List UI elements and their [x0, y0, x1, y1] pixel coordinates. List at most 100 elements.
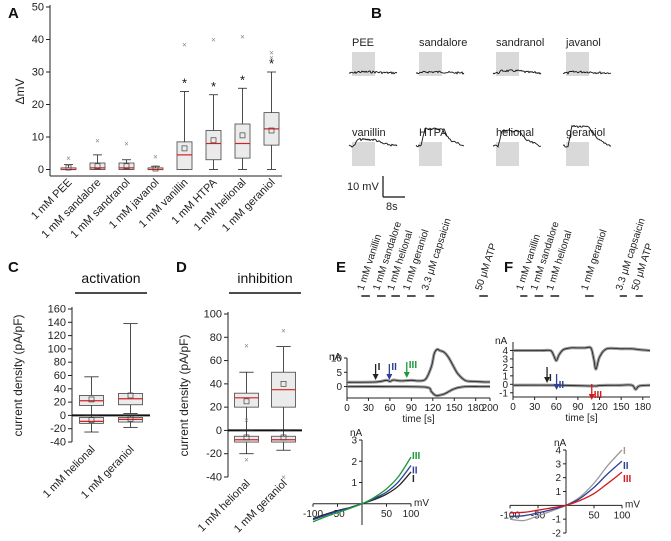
- current-trace-inward: [346, 385, 491, 398]
- response-trace: [348, 137, 398, 148]
- response-trace: [492, 129, 542, 148]
- category-label: 1 mM geraniol: [220, 177, 278, 235]
- box-body: [176, 141, 193, 170]
- y-tick-label: -2: [552, 529, 561, 540]
- y-axis-label: current density (pA/pF): [177, 334, 191, 456]
- outlier-marker: ×: [124, 140, 129, 149]
- y-tick-label: 80: [210, 332, 222, 344]
- response-trace: [562, 124, 611, 148]
- y-tick-label: 3: [351, 436, 357, 447]
- arrow-label-II: II: [391, 362, 397, 373]
- y-tick-label: 0: [216, 425, 222, 437]
- panel-d-chart: -40 -20 0 20 40 60 80 100 current density (pA/pF…: [177, 270, 302, 535]
- y-tick-label: 1: [555, 487, 561, 498]
- mean-marker: [181, 145, 188, 152]
- trace-label-2: sandranol: [496, 37, 544, 49]
- y-axis-label: current density (pA/pF): [11, 314, 25, 436]
- x-axis-label: time [s]: [402, 414, 434, 425]
- arrow-head-I: [372, 374, 379, 380]
- mean-marker: [243, 398, 250, 405]
- y-tick-label: 30: [32, 67, 44, 79]
- y-tick-label: 1: [502, 371, 508, 382]
- outlier-marker: ×: [244, 456, 249, 465]
- outlier-marker: ×: [211, 36, 216, 45]
- x-tick-label: 0: [344, 403, 350, 414]
- arrow-label-I: I: [549, 373, 552, 384]
- y-tick-label: 4: [502, 346, 508, 357]
- box-positive-4: ×*: [176, 40, 193, 170]
- x-axis-label: mV: [625, 499, 640, 510]
- y-tick-label: -1: [552, 515, 561, 526]
- x-tick-label: 30: [363, 403, 375, 414]
- response-trace: [415, 127, 465, 148]
- response-trace: [348, 70, 398, 75]
- iv-series-III: [312, 456, 412, 523]
- y-tick-label: 3: [555, 459, 561, 470]
- stimulus-shading: [419, 52, 442, 76]
- y-tick-label: 0: [336, 382, 342, 393]
- trace-label-5: HTPA: [419, 127, 448, 139]
- panel-title: activation: [81, 270, 140, 286]
- current-trace-outward-core: [346, 348, 490, 383]
- x-tick-label: 200: [482, 403, 499, 414]
- x-tick-label: -100: [303, 509, 323, 520]
- y-tick-label: -20: [50, 423, 66, 435]
- significance-marker: *: [269, 56, 274, 71]
- y-tick-label: 40: [54, 383, 66, 395]
- panel-letter-a: A: [8, 5, 19, 22]
- box-body: [234, 123, 251, 159]
- y-tick-label: 3: [502, 354, 508, 365]
- scalebar-y-label: 10 mV: [347, 181, 379, 193]
- box-positive-1: [118, 323, 143, 414]
- iv-series-label-I: I: [412, 474, 415, 485]
- box-positive-0: ×: [60, 154, 77, 171]
- y-tick-label: 2: [502, 363, 508, 374]
- box-positive-0: ××: [234, 341, 259, 431]
- stimulus-label: 3.3 μM capsaicin: [420, 217, 454, 292]
- y-tick-label: 0: [38, 164, 44, 176]
- x-axis-label: time [s]: [565, 413, 597, 424]
- arrow-head-II: [386, 374, 393, 380]
- significance-marker: *: [211, 79, 216, 94]
- y-tick-label: 10: [331, 354, 343, 365]
- y-tick-label: 2: [555, 473, 561, 484]
- outlier-marker: ×: [269, 49, 274, 58]
- mean-marker: [243, 434, 250, 441]
- y-tick-label: 100: [204, 309, 222, 321]
- y-axis-label: nA: [554, 438, 567, 449]
- box-body: [205, 130, 222, 161]
- trace-label-0: PEE: [352, 37, 374, 49]
- iv-series-III: [509, 471, 623, 514]
- box-positive-0: [79, 376, 104, 416]
- y-tick-label: 40: [210, 378, 222, 390]
- x-tick-label: 120: [424, 403, 441, 414]
- mean-marker: [210, 137, 217, 144]
- box-body: [89, 162, 106, 170]
- x-tick-label: 120: [591, 402, 608, 413]
- arrow-head-II: [553, 384, 560, 390]
- iv-series-label-II: II: [623, 461, 629, 472]
- y-tick-label: 5: [336, 368, 342, 379]
- mean-marker: [280, 381, 287, 387]
- panel-letter-d: D: [176, 259, 187, 276]
- y-axis-label: nA: [329, 352, 342, 363]
- x-tick-label: 0: [510, 402, 516, 413]
- x-tick-label: 60: [384, 403, 396, 414]
- box-positive-3: ×: [147, 153, 164, 172]
- stimulus-shading: [566, 52, 589, 76]
- significance-marker: *: [182, 76, 187, 91]
- box-positive-1: ×: [89, 136, 106, 170]
- y-axis-label: ΔmV: [13, 78, 27, 104]
- mean-marker: [268, 127, 275, 134]
- trace-label-7: geraniol: [566, 127, 605, 139]
- mean-marker: [123, 163, 130, 170]
- trace-label-3: javanol: [565, 37, 601, 49]
- y-tick-label: 160: [48, 304, 66, 316]
- box-positive-1: ×: [271, 326, 296, 431]
- mean-marker: [94, 163, 101, 170]
- y-tick-label: 80: [54, 357, 66, 369]
- outlier-marker: ×: [244, 341, 249, 350]
- current-trace-inward-core: [512, 384, 651, 390]
